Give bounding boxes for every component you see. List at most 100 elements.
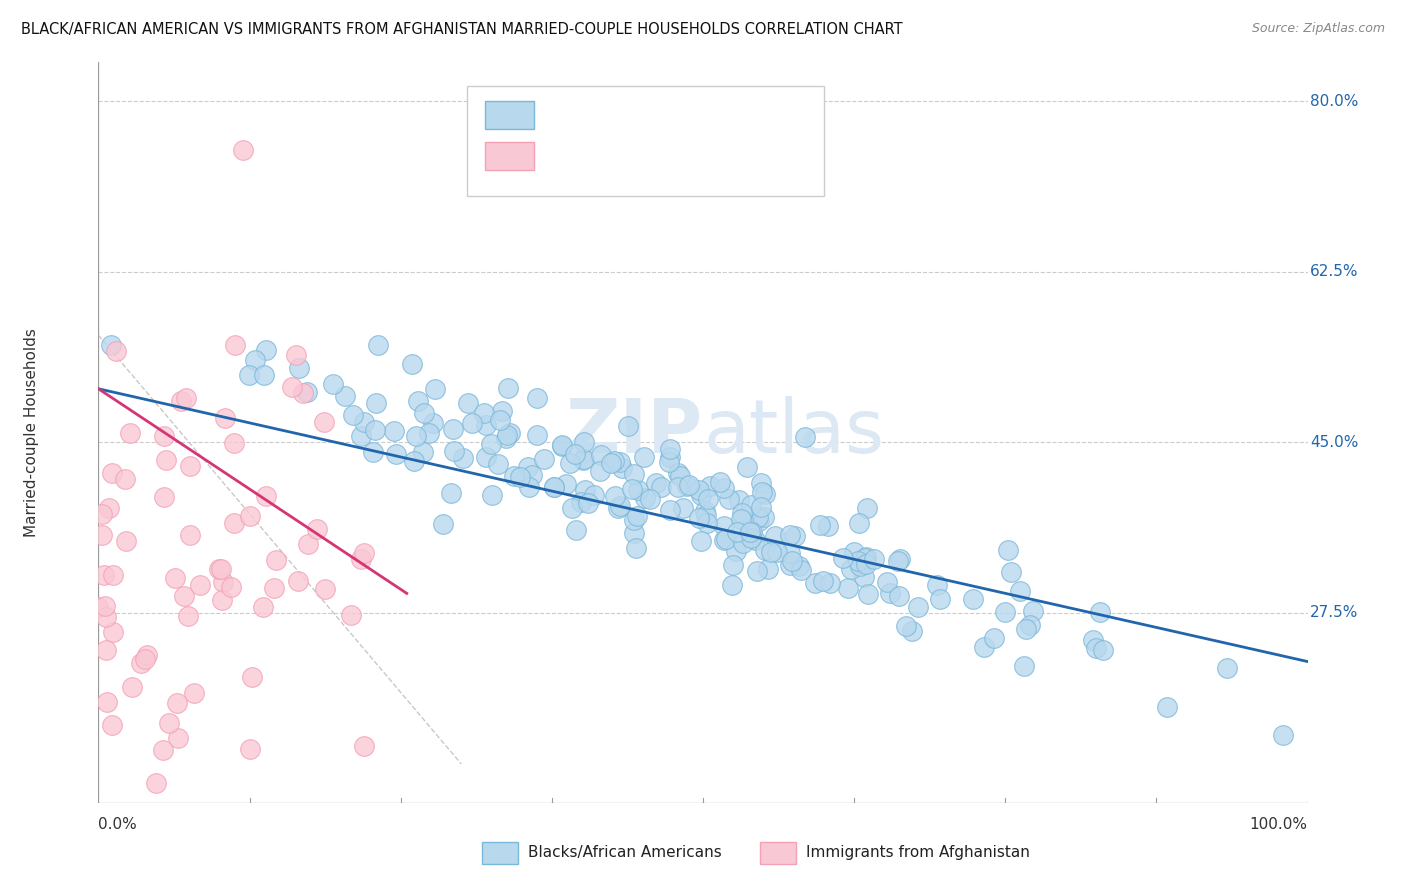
Point [361, 445, 384, 459]
Point [740, 499, 762, 513]
Point [741, 524, 763, 539]
Text: ZIP: ZIP [565, 396, 703, 469]
Text: BLACK/AFRICAN AMERICAN VS IMMIGRANTS FROM AFGHANISTAN MARRIED-COUPLE HOUSEHOLDS : BLACK/AFRICAN AMERICAN VS IMMIGRANTS FRO… [21, 22, 903, 37]
Point [423, 382, 446, 396]
Point [167, 731, 190, 745]
Point [134, 652, 156, 666]
Point [853, 570, 876, 584]
FancyBboxPatch shape [759, 842, 796, 864]
Point [93, 567, 115, 582]
Point [658, 455, 681, 469]
Point [491, 404, 513, 418]
Point [153, 429, 176, 443]
Point [962, 592, 984, 607]
Point [789, 563, 811, 577]
Point [224, 338, 246, 352]
Point [406, 394, 429, 409]
Point [1015, 622, 1038, 636]
Point [555, 476, 578, 491]
Point [696, 491, 718, 506]
Point [605, 489, 627, 503]
Point [716, 532, 738, 546]
Point [219, 580, 242, 594]
Point [155, 452, 177, 467]
Point [994, 605, 1017, 619]
Point [794, 430, 817, 444]
Point [887, 589, 910, 603]
Point [607, 500, 630, 515]
Point [153, 491, 176, 505]
Point [114, 471, 136, 485]
Point [443, 444, 465, 458]
Point [105, 343, 128, 358]
Point [901, 624, 924, 638]
Point [759, 545, 782, 559]
Point [576, 496, 599, 510]
Point [627, 483, 650, 498]
Point [623, 513, 645, 527]
Point [564, 447, 586, 461]
Point [252, 600, 274, 615]
Point [1000, 566, 1022, 580]
Point [659, 450, 682, 464]
Point [678, 478, 700, 492]
Point [432, 516, 454, 531]
Point [640, 491, 662, 506]
Point [475, 450, 498, 465]
Point [238, 368, 260, 382]
Point [413, 405, 436, 419]
Point [254, 488, 277, 502]
Point [295, 384, 318, 399]
Point [699, 479, 721, 493]
Point [863, 551, 886, 566]
Point [724, 544, 747, 558]
Point [669, 468, 692, 483]
Point [101, 717, 124, 731]
Point [696, 516, 718, 531]
Point [779, 528, 801, 542]
FancyBboxPatch shape [467, 87, 824, 195]
Point [1272, 728, 1295, 742]
Point [818, 575, 841, 590]
Point [136, 648, 159, 662]
Point [574, 483, 596, 497]
Point [280, 380, 302, 394]
FancyBboxPatch shape [485, 142, 534, 169]
Point [690, 534, 713, 549]
Point [666, 466, 689, 480]
Point [856, 587, 879, 601]
Point [599, 456, 621, 470]
Point [245, 352, 267, 367]
Point [1012, 658, 1035, 673]
Point [589, 464, 612, 478]
Point [179, 459, 201, 474]
Point [100, 338, 122, 352]
Text: Immigrants from Afghanistan: Immigrants from Afghanistan [806, 845, 1029, 860]
Point [720, 578, 742, 592]
Point [91, 528, 114, 542]
Point [572, 453, 595, 467]
Point [658, 442, 681, 457]
Point [713, 519, 735, 533]
Point [779, 546, 801, 560]
Point [876, 575, 898, 590]
Point [804, 575, 827, 590]
Point [177, 608, 200, 623]
Point [889, 552, 911, 566]
Point [129, 656, 152, 670]
Point [848, 558, 870, 573]
Point [817, 519, 839, 533]
Point [340, 607, 363, 622]
Point [731, 506, 754, 520]
Point [855, 557, 877, 571]
Point [441, 422, 464, 436]
Text: 27.5%: 27.5% [1310, 606, 1358, 620]
Point [569, 495, 592, 509]
Point [350, 552, 373, 566]
Point [472, 406, 495, 420]
Point [572, 452, 595, 467]
Point [695, 508, 717, 522]
Point [543, 480, 565, 494]
Point [353, 739, 375, 753]
Point [713, 533, 735, 548]
